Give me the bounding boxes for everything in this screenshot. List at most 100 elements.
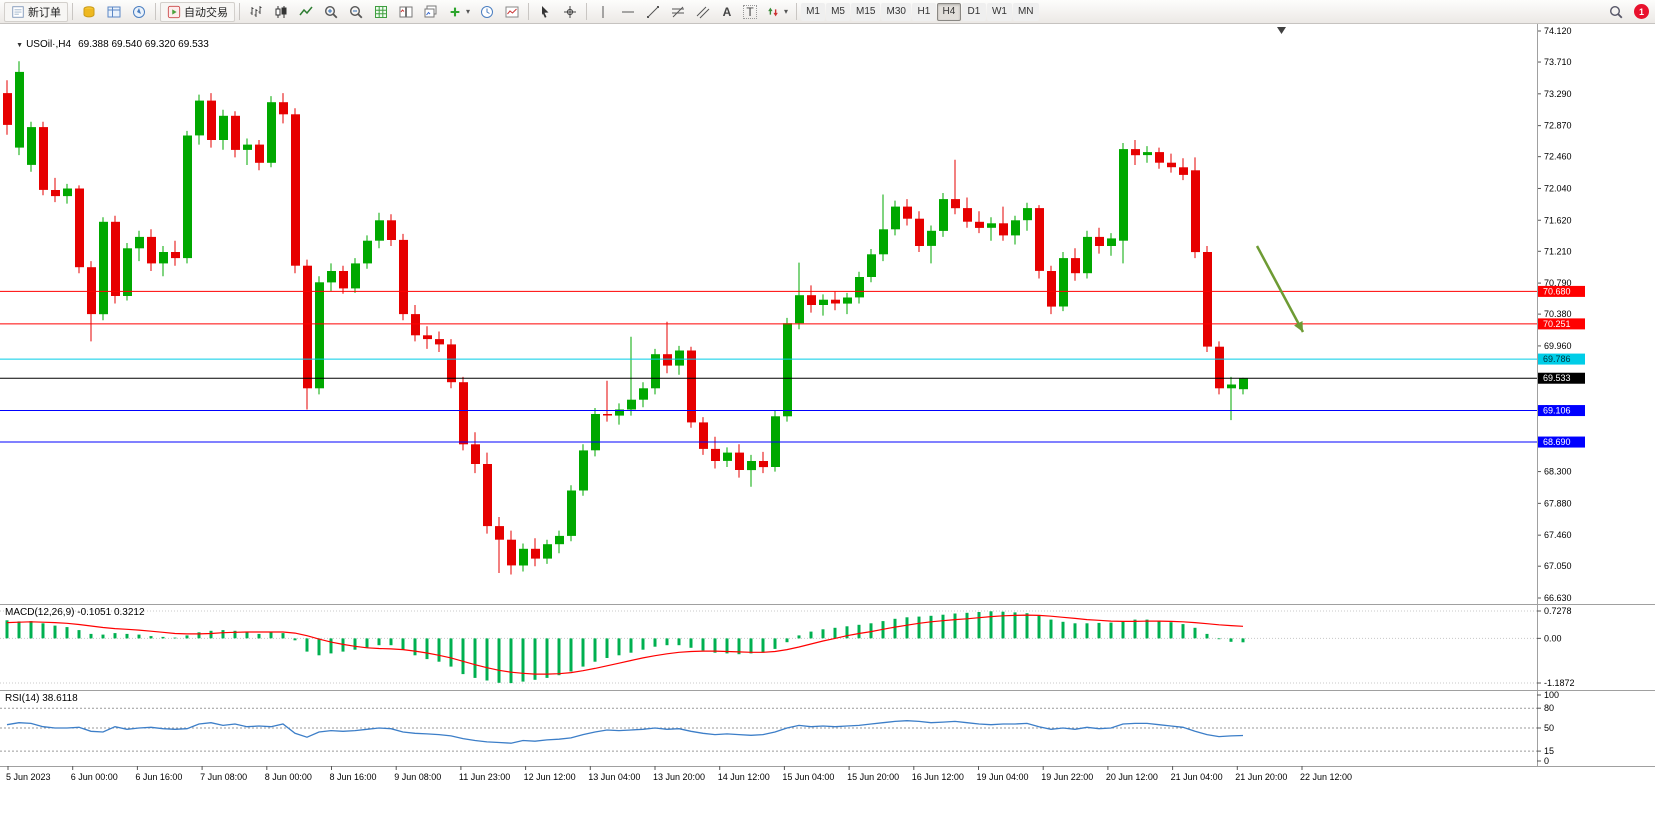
- svg-text:100: 100: [1544, 690, 1559, 700]
- search-button[interactable]: [1604, 2, 1628, 22]
- algo-trading-button[interactable]: 自动交易: [160, 1, 235, 22]
- market-watch-button[interactable]: [77, 2, 101, 22]
- bar-chart-button[interactable]: [244, 2, 268, 22]
- navigator-button[interactable]: [127, 2, 151, 22]
- toolbar-right-group: 1: [1604, 2, 1651, 22]
- ohlc-values: 69.388 69.540 69.320 69.533: [78, 39, 209, 50]
- grid-icon: [373, 4, 389, 20]
- zoom-out-icon: [348, 4, 364, 20]
- fibonacci-tool-button[interactable]: [666, 2, 690, 22]
- chart-canvas[interactable]: 74.120 73.710 73.290 72.870 72.460 72.040 71.6…: [0, 24, 1655, 830]
- horizontal-line-tool-button[interactable]: [616, 2, 640, 22]
- svg-text:50: 50: [1544, 723, 1554, 733]
- main-toolbar: 新订单 自动交易: [0, 0, 1655, 24]
- svg-text:6 Jun 16:00: 6 Jun 16:00: [135, 772, 182, 782]
- cursor-tool-button[interactable]: [533, 2, 557, 22]
- bar-chart-icon: [248, 4, 264, 20]
- add-indicator-icon: [448, 5, 462, 19]
- svg-text:13 Jun 04:00: 13 Jun 04:00: [588, 772, 640, 782]
- line-chart-button[interactable]: [294, 2, 318, 22]
- toolbar-separator: [796, 3, 798, 20]
- new-order-button[interactable]: 新订单: [4, 1, 68, 22]
- svg-text:70.251: 70.251: [1543, 319, 1571, 329]
- vertical-line-icon: [595, 4, 611, 20]
- chart-properties-button[interactable]: [500, 2, 524, 22]
- svg-text:68.690: 68.690: [1543, 437, 1571, 447]
- svg-text:70.790: 70.790: [1544, 278, 1572, 288]
- svg-text:71.620: 71.620: [1544, 215, 1572, 225]
- toolbar-separator: [528, 3, 530, 20]
- svg-text:13 Jun 20:00: 13 Jun 20:00: [653, 772, 705, 782]
- arrows-icon: [766, 5, 780, 19]
- crosshair-icon: [562, 4, 578, 20]
- channel-icon: [695, 4, 711, 20]
- tile-windows-button[interactable]: [394, 2, 418, 22]
- data-window-button[interactable]: [102, 2, 126, 22]
- timeframe-w1[interactable]: W1: [986, 2, 1012, 21]
- svg-text:21 Jun 04:00: 21 Jun 04:00: [1171, 772, 1223, 782]
- new-order-icon: [11, 5, 25, 19]
- svg-text:0.00: 0.00: [1544, 633, 1562, 643]
- toolbar-separator: [239, 3, 240, 20]
- svg-text:74.120: 74.120: [1544, 26, 1572, 36]
- svg-text:68.300: 68.300: [1544, 467, 1572, 477]
- collapse-arrow-icon: ▼: [16, 42, 24, 49]
- svg-text:22 Jun 12:00: 22 Jun 12:00: [1300, 772, 1352, 782]
- text-tool-button[interactable]: A: [716, 2, 738, 22]
- timeframe-h4[interactable]: H4: [936, 2, 961, 21]
- crosshair-tool-button[interactable]: [558, 2, 582, 22]
- dropdown-caret: ▾: [784, 7, 789, 16]
- svg-text:15 Jun 20:00: 15 Jun 20:00: [847, 772, 899, 782]
- svg-text:8 Jun 00:00: 8 Jun 00:00: [265, 772, 312, 782]
- dropdown-caret: ▾: [466, 7, 471, 16]
- timeframe-d1[interactable]: D1: [961, 2, 986, 21]
- label-tool-button[interactable]: T: [739, 2, 761, 22]
- svg-text:5 Jun 2023: 5 Jun 2023: [6, 772, 51, 782]
- svg-text:15 Jun 04:00: 15 Jun 04:00: [782, 772, 834, 782]
- add-indicator-button[interactable]: ▾: [444, 2, 474, 22]
- toolbar-separator: [72, 3, 73, 20]
- rsi-title: RSI(14) 38.6118: [5, 693, 78, 704]
- timeframe-m15[interactable]: M15: [851, 2, 881, 21]
- svg-text:67.460: 67.460: [1544, 530, 1572, 540]
- zoom-in-button[interactable]: [319, 2, 343, 22]
- timeframe-m1[interactable]: M1: [801, 2, 826, 21]
- cursor-icon: [537, 4, 553, 20]
- timeframe-h1[interactable]: H1: [911, 2, 936, 21]
- chart-title: ▼ USOil·,H4 69.388 69.540 69.320 69.533: [5, 28, 209, 61]
- notification-badge[interactable]: 1: [1634, 4, 1649, 19]
- svg-text:8 Jun 16:00: 8 Jun 16:00: [330, 772, 377, 782]
- toolbar-separator: [586, 3, 588, 20]
- timeframe-m30[interactable]: M30: [881, 2, 911, 21]
- svg-text:6 Jun 00:00: 6 Jun 00:00: [71, 772, 118, 782]
- tile-windows-icon: [398, 4, 414, 20]
- text-tool-icon: A: [722, 4, 732, 19]
- search-icon: [1608, 4, 1624, 20]
- cycles-button[interactable]: [475, 2, 499, 22]
- svg-text:69.106: 69.106: [1543, 406, 1571, 416]
- timeframe-m5[interactable]: M5: [826, 2, 851, 21]
- zoom-out-button[interactable]: [344, 2, 368, 22]
- symbol-period-label: USOil·,H4: [26, 39, 72, 50]
- cascade-windows-button[interactable]: [419, 2, 443, 22]
- navigator-icon: [131, 4, 147, 20]
- timeframe-mn[interactable]: MN: [1012, 2, 1039, 21]
- svg-text:0: 0: [1544, 756, 1549, 766]
- svg-text:20 Jun 12:00: 20 Jun 12:00: [1106, 772, 1158, 782]
- svg-text:19 Jun 22:00: 19 Jun 22:00: [1041, 772, 1093, 782]
- clock-icon: [479, 4, 495, 20]
- svg-text:0.7278: 0.7278: [1544, 606, 1572, 616]
- new-order-label: 新订单: [28, 6, 61, 19]
- arrows-tool-button[interactable]: ▾: [762, 2, 792, 22]
- svg-text:21 Jun 20:00: 21 Jun 20:00: [1235, 772, 1287, 782]
- candlestick-chart-button[interactable]: [269, 2, 293, 22]
- chart-region: 74.120 73.710 73.290 72.870 72.460 72.040 71.6…: [0, 24, 1655, 830]
- grid-button[interactable]: [369, 2, 393, 22]
- svg-text:7 Jun 08:00: 7 Jun 08:00: [200, 772, 247, 782]
- svg-text:14 Jun 12:00: 14 Jun 12:00: [718, 772, 770, 782]
- channel-tool-button[interactable]: [691, 2, 715, 22]
- vertical-line-tool-button[interactable]: [591, 2, 615, 22]
- trendline-tool-button[interactable]: [641, 2, 665, 22]
- svg-text:80: 80: [1544, 703, 1554, 713]
- macd-title: MACD(12,26,9) -0.1051 0.3212: [5, 607, 145, 618]
